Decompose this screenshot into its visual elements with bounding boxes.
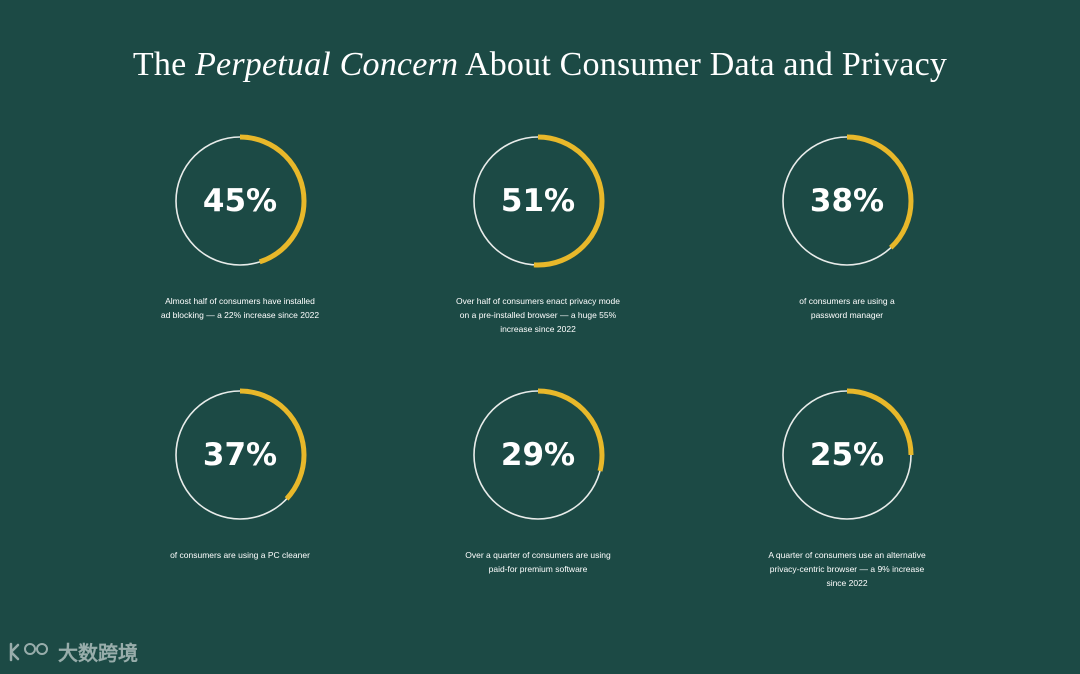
donut-svg-5	[780, 388, 914, 522]
stat-caption-4: Over a quarter of consumers are using pa…	[465, 550, 611, 574]
stat-value-2: 38%	[809, 183, 885, 219]
donut-arc-2	[780, 134, 914, 268]
donut-arc-1	[471, 134, 605, 268]
donut-ring-3: 37%	[171, 386, 309, 524]
stat-card-3: 37% of consumers are using a PC cleaner	[120, 386, 360, 562]
stat-caption-1: Over half of consumers enact privacy mod…	[456, 296, 620, 334]
watermark-text: 大数跨境	[58, 641, 138, 665]
donut-arc-4	[471, 388, 605, 522]
stat-value-0: 45%	[202, 183, 278, 219]
stat-card-1: 51% Over half of consumers enact privacy…	[418, 132, 658, 336]
watermark: 大数跨境	[8, 637, 138, 666]
stat-value-3: 37%	[202, 437, 278, 473]
stat-caption-0: Almost half of consumers have installed …	[160, 296, 320, 320]
k100-logo-icon	[9, 642, 48, 661]
stat-caption-5: A quarter of consumers use an alternativ…	[768, 550, 926, 588]
donut-svg-0	[173, 134, 307, 268]
stat-caption-3: of consumers are using a PC cleaner	[170, 550, 310, 560]
donut-svg-4	[471, 388, 605, 522]
title-pre: The	[132, 46, 196, 83]
donut-ring-4: 29%	[469, 386, 607, 524]
stat-value-5: 25%	[809, 437, 885, 473]
stat-card-0: 45% Almost half of consumers have instal…	[120, 132, 360, 322]
stat-value-1: 51%	[500, 183, 576, 219]
donut-ring-1: 51%	[469, 132, 607, 270]
stat-card-5: 25% A quarter of consumers use an altern…	[727, 386, 967, 590]
donut-ring-0: 45%	[171, 132, 309, 270]
donut-svg-2	[780, 134, 914, 268]
stat-card-4: 29% Over a quarter of consumers are usin…	[418, 386, 658, 576]
donut-svg-3	[173, 388, 307, 522]
donut-arc-5	[780, 388, 914, 522]
chart-title: The Perpetual Concern About Consumer Dat…	[0, 46, 1080, 84]
donut-arc-0	[173, 134, 307, 268]
title-post: About Consumer Data and Privacy	[458, 46, 948, 83]
stat-caption-2: of consumers are using a password manage…	[799, 296, 895, 320]
stat-card-2: 38% of consumers are using a password ma…	[727, 132, 967, 322]
donut-ring-2: 38%	[778, 132, 916, 270]
donut-svg-1	[471, 134, 605, 268]
donut-ring-5: 25%	[778, 386, 916, 524]
title-emphasis: Perpetual Concern	[195, 46, 459, 83]
donut-arc-3	[173, 388, 307, 522]
stat-value-4: 29%	[500, 437, 576, 473]
